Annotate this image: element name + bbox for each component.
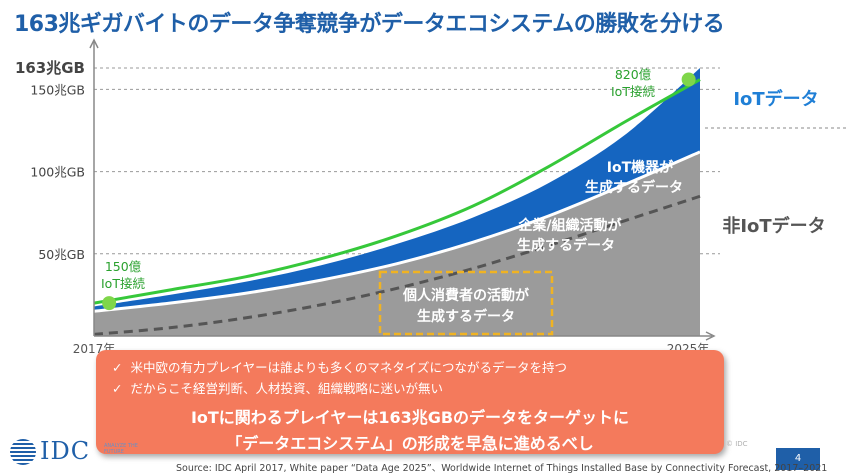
point-2-label-line1: 820億: [615, 67, 652, 82]
source-note: Source: IDC April 2017, White paper “Dat…: [176, 463, 828, 474]
series-non-iot-area: [94, 151, 700, 336]
y-tick-label-3: 50兆GB: [38, 247, 85, 262]
point-1-label-line1: 150億: [105, 259, 142, 274]
idc-logo: IDC ANALYZE THE FUTURE: [10, 437, 150, 467]
legend-non-iot: 非IoTデータ: [722, 215, 825, 237]
connection-point-1: [102, 296, 117, 311]
y-tick-label-2: 100兆GB: [30, 165, 85, 180]
connection-point-2: [681, 72, 696, 87]
iot-device-label-1: IoT機器が: [607, 159, 674, 176]
consumer-label-2: 生成するデータ: [417, 308, 515, 325]
idc-logo-tagline: ANALYZE THE FUTURE: [104, 443, 138, 455]
y-tick-label-0: 163兆GB: [15, 59, 85, 77]
legend-iot: IoTデータ: [733, 88, 818, 110]
bullet-1-text: 米中欧の有力プレイヤーは誰よりも多くのマネタイズにつながるデータを持つ: [130, 360, 567, 375]
callout-bullet-2: ✓ だからこそ経営判断、人材投資、組織戦略に迷いが無い: [112, 378, 443, 397]
callout-bullet-1: ✓ 米中欧の有力プレイヤーは誰よりも多くのマネタイズにつながるデータを持つ: [112, 357, 567, 376]
callout-message-1: IoTに関わるプレイヤーは163兆GBのデータをターゲットに: [190, 408, 630, 427]
point-1-label-line2: IoT接続: [101, 276, 145, 291]
page-number: 4: [776, 448, 820, 470]
idc-globe-icon: [10, 439, 36, 465]
y-tick-label-1: 150兆GB: [30, 82, 85, 97]
consumer-boundary-line: [93, 194, 701, 336]
consumer-highlight-box: [378, 270, 554, 336]
bullet-2-text: だからこそ経営判断、人材投資、組織戦略に迷いが無い: [130, 381, 443, 396]
series-separator-line: [93, 150, 701, 313]
callout-message-2: 「データエコシステム」の形成を早急に進めるべし: [226, 434, 594, 453]
callout-box: ✓ 米中欧の有力プレイヤーは誰よりも多くのマネタイズにつながるデータを持つ ✓ だか…: [96, 350, 724, 454]
enterprise-label-1: 企業/組織活動が: [517, 217, 622, 234]
iot-connections-line: [93, 78, 701, 305]
x-axis-arrow: [705, 331, 716, 341]
slide-title: 163兆ギガバイトのデータ争奪競争がデータエコシステムの勝敗を分ける: [14, 12, 725, 37]
check-icon: ✓: [112, 360, 123, 375]
iot-device-label-2: 生成するデータ: [585, 179, 683, 196]
check-icon: ✓: [112, 381, 123, 396]
consumer-label-1: 個人消費者の活動が: [402, 287, 530, 304]
idc-logo-text: IDC: [40, 437, 91, 465]
enterprise-label-2: 生成するデータ: [517, 237, 615, 254]
y-axis-arrow: [89, 38, 99, 49]
point-2-label-line2: IoT接続: [611, 84, 655, 99]
copyright-mark: © IDC: [726, 440, 748, 448]
